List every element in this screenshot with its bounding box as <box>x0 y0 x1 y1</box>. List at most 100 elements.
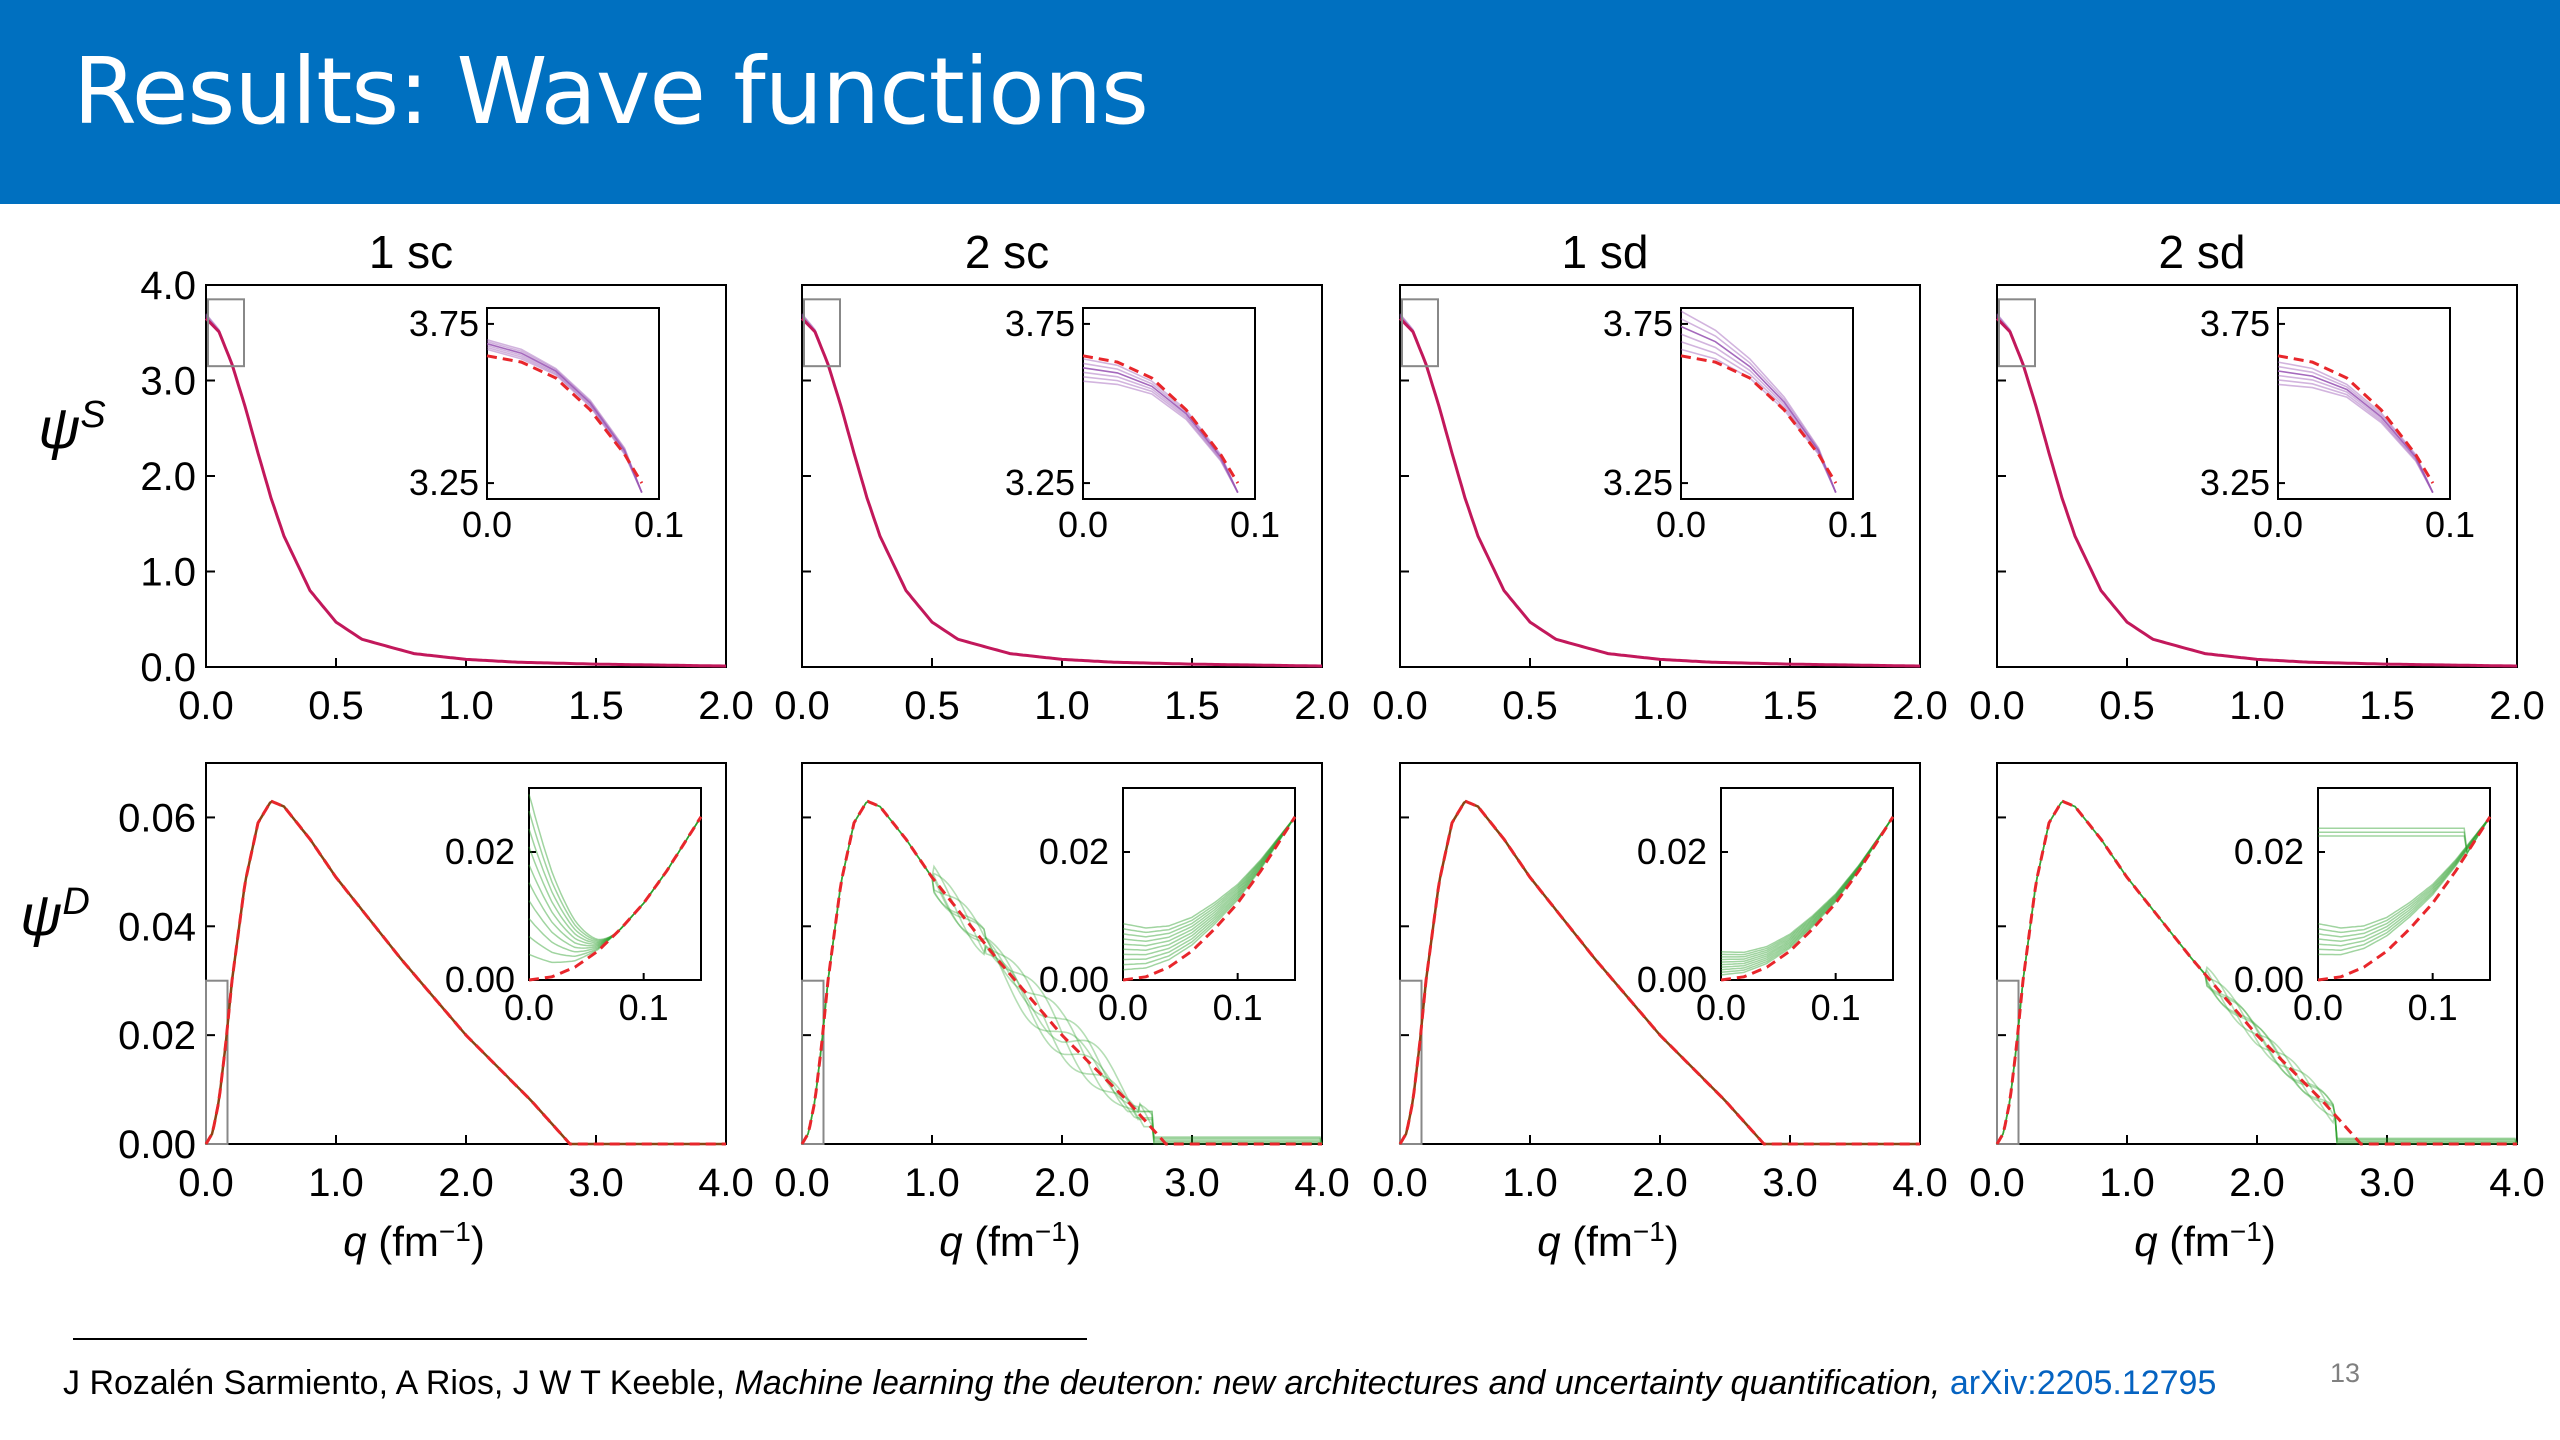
psi-s-reference-curve <box>1995 317 2517 668</box>
x-tick-label: 1.0 <box>308 1161 364 1205</box>
row-label-psi-s: ψS <box>38 394 106 461</box>
inset-frame <box>1082 307 1256 500</box>
psi-d-ensemble-curve <box>1996 800 2518 1145</box>
x-tick-label: 0.0 <box>1372 684 1428 728</box>
y-tick-label: 0.02 <box>118 1014 196 1058</box>
x-tick-label: 1.5 <box>2359 684 2415 728</box>
inset-ensemble-curve <box>1122 816 1296 929</box>
inset-ensemble-curve <box>2277 383 2434 493</box>
y-tick-label: 0.0 <box>140 646 196 690</box>
citation-paper-title: Machine learning the deuteron: new archi… <box>734 1364 1941 1402</box>
inset-y-tick-label: 0.02 <box>1637 831 1707 872</box>
zoom-region-box <box>801 979 825 1146</box>
slide-title: Results: Wave functions <box>73 38 1149 145</box>
x-tick-label: 4.0 <box>1294 1161 1350 1205</box>
x-tick-label: 0.0 <box>774 684 830 728</box>
inset-y-tick-label: 0.02 <box>1039 831 1109 872</box>
inset-frame <box>2317 787 2491 981</box>
inset-ensemble-curve <box>2317 816 2491 938</box>
inset-ensemble-curve <box>1082 380 1239 493</box>
inset-ensemble-curve <box>2318 816 2491 956</box>
citation: J Rozalén Sarmiento, A Rios, J W T Keebl… <box>63 1364 2216 1403</box>
inset-ensemble-curve <box>1123 816 1296 961</box>
inset-frame <box>1720 787 1894 981</box>
inset-ensemble-curve <box>1720 816 1894 954</box>
psi-d-ensemble-curve <box>1996 800 2517 1145</box>
x-tick-label: 2.0 <box>1294 684 1350 728</box>
inset-ensemble-curve <box>2277 374 2434 493</box>
column-title: 1 sd <box>1562 226 1649 278</box>
inset-ensemble-curve <box>1123 816 1296 956</box>
column-title: 2 sd <box>2159 226 2246 278</box>
inset-ensemble-curve <box>2317 816 2491 929</box>
inset-reference-dashed <box>2317 815 2492 982</box>
page-number: 13 <box>2330 1358 2361 1388</box>
x-tick-label: 1.0 <box>438 684 494 728</box>
inset-y-tick-label: 0.00 <box>445 959 515 1000</box>
inset-ensemble-curve <box>2317 816 2491 951</box>
inset-frame <box>528 787 702 981</box>
arxiv-link[interactable]: arXiv:2205.12795 <box>1949 1364 2217 1402</box>
x-tick-label: 0.0 <box>178 1161 234 1205</box>
psi-s-reference-curve <box>800 317 1322 668</box>
x-axis-label: q (fm−1) <box>939 1216 1081 1266</box>
x-axis-label: q (fm−1) <box>1537 1216 1679 1266</box>
inset-ensemble-curve <box>1122 816 1296 951</box>
x-tick-label: 0.0 <box>1969 684 2025 728</box>
inset-x-tick-label: 0.0 <box>2253 504 2303 545</box>
y-tick-label: 1.0 <box>140 551 196 595</box>
x-tick-label: 3.0 <box>2359 1161 2415 1205</box>
psi-d-ensemble-curve <box>801 800 1323 1145</box>
inset-y-tick-label: 0.00 <box>1637 959 1707 1000</box>
inset-ensemble-curve <box>1122 816 1296 938</box>
inset-reference-dashed <box>1122 815 1297 982</box>
x-tick-label: 2.0 <box>1034 1161 1090 1205</box>
inset-x-tick-label: 0.0 <box>1058 504 1108 545</box>
inset-x-tick-label: 0.0 <box>504 987 554 1028</box>
psi-d-ensemble-curve <box>1996 800 2518 1145</box>
inset-ensemble-curve <box>1720 816 1894 958</box>
x-tick-label: 1.5 <box>568 684 624 728</box>
x-axis-label: q (fm−1) <box>2134 1216 2276 1266</box>
psi-d-ensemble-curve <box>801 800 1323 1145</box>
inset-y-tick-label: 3.75 <box>409 303 479 344</box>
x-tick-label: 2.0 <box>1632 1161 1688 1205</box>
inset-x-tick-label: 0.1 <box>634 504 684 545</box>
inset-ensemble-curve <box>2317 816 2491 934</box>
inset-ensemble-curve <box>1721 816 1894 961</box>
x-tick-label: 0.0 <box>774 1161 830 1205</box>
x-tick-label: 0.5 <box>1502 684 1558 728</box>
psi-d-reference-dashed <box>800 799 1322 1146</box>
inset-x-tick-label: 0.0 <box>1696 987 1746 1028</box>
inset-y-tick-label: 3.75 <box>1603 303 1673 344</box>
inset-ensemble-curve <box>1122 816 1296 943</box>
inset-ensemble-curve <box>2317 816 2491 943</box>
x-tick-label: 0.0 <box>178 684 234 728</box>
zoom-region-box <box>1996 979 2020 1146</box>
zoom-region-box <box>803 298 841 368</box>
psi-d-reference-dashed <box>1995 799 2517 1146</box>
x-tick-label: 1.0 <box>904 1161 960 1205</box>
x-tick-label: 2.0 <box>1892 684 1948 728</box>
column-title: 1 sc <box>369 226 453 278</box>
psi-d-ensemble-curve <box>1996 800 2518 1145</box>
y-tick-label: 4.0 <box>140 264 196 308</box>
x-tick-label: 1.5 <box>1762 684 1818 728</box>
inset-frame <box>1122 787 1296 981</box>
title-bar: Results: Wave functions <box>0 0 2560 204</box>
inset-x-tick-label: 0.1 <box>1213 987 1263 1028</box>
psi-s-reference-curve <box>1398 317 1920 668</box>
x-tick-label: 3.0 <box>1762 1161 1818 1205</box>
inset-y-tick-label: 3.75 <box>1005 303 1075 344</box>
psi-d-ensemble-curve <box>801 800 1323 1145</box>
zoom-region-box <box>207 298 245 368</box>
y-tick-label: 0.00 <box>118 1123 196 1167</box>
inset-frame <box>486 307 660 500</box>
inset-x-tick-label: 0.0 <box>1656 504 1706 545</box>
inset-reference-dashed <box>1082 354 1240 484</box>
inset-reference-dashed <box>528 815 703 982</box>
inset-x-tick-label: 0.1 <box>1811 987 1861 1028</box>
psi-d-ensemble-curve <box>801 800 1322 1145</box>
y-tick-label: 0.06 <box>118 796 196 840</box>
x-tick-label: 3.0 <box>1164 1161 1220 1205</box>
